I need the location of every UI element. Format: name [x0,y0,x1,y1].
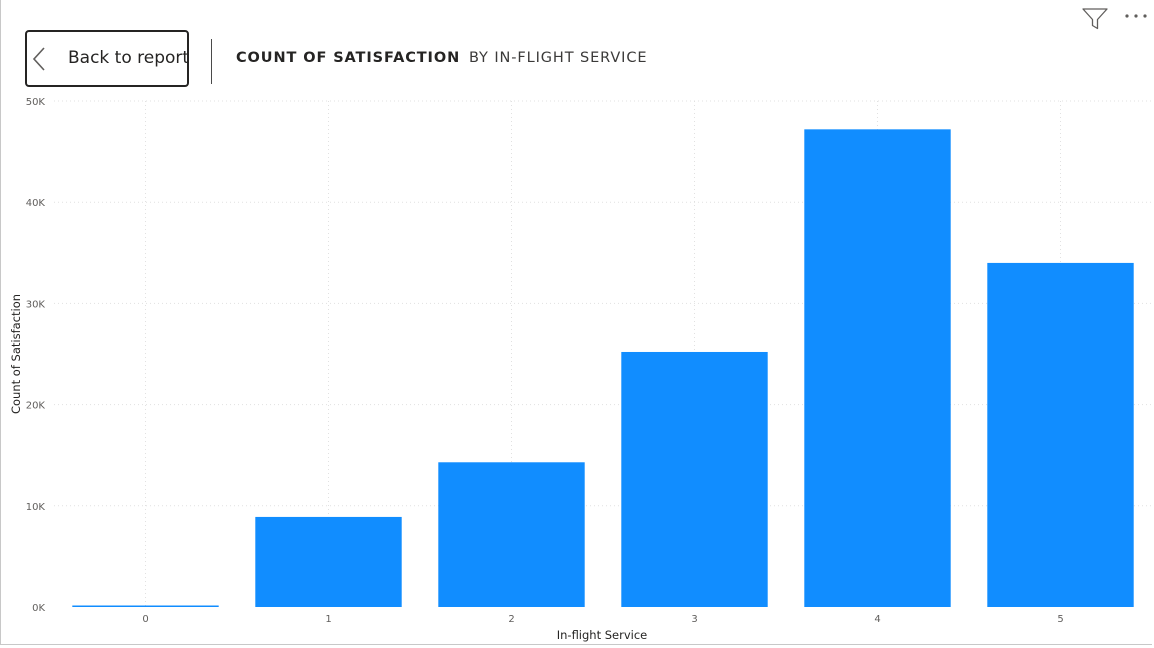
chart-subtitle: BY IN-FLIGHT SERVICE [469,50,648,66]
filter-icon[interactable] [1082,8,1108,30]
y-tick-label: 50K [26,97,46,108]
y-tick-label: 40K [26,198,46,209]
more-options-icon[interactable] [1124,8,1150,24]
bar-3[interactable] [621,351,768,607]
y-tick-label: 0K [32,603,45,614]
x-tick-label: 0 [142,614,148,625]
axes: 0K 10K 20K 30K 40K 50K 0 1 2 3 4 5 [26,97,1064,625]
bar-2[interactable] [438,462,585,607]
bar-5[interactable] [987,262,1134,607]
x-tick-label: 1 [325,614,331,625]
y-tick-label: 20K [26,401,46,412]
bars [72,129,1134,608]
x-axis-title: In-flight Service [557,628,648,642]
x-tick-label: 2 [508,614,514,625]
x-tick-label: 3 [691,614,697,625]
x-tick-label: 5 [1057,614,1063,625]
bar-4[interactable] [804,129,951,607]
y-tick-label: 10K [26,502,46,513]
bar-0[interactable] [72,605,219,608]
x-tick-label: 4 [874,614,880,625]
back-to-report-label: Back to report [68,48,190,68]
back-to-report-button[interactable]: Back to report [25,30,189,87]
chevron-left-icon [32,47,45,71]
bar-1[interactable] [255,516,402,607]
y-tick-label: 30K [26,299,46,310]
title-divider [211,39,212,84]
chart-title: COUNT OF SATISFACTION [236,50,461,66]
y-axis-title: Count of Satisfaction [9,294,23,414]
